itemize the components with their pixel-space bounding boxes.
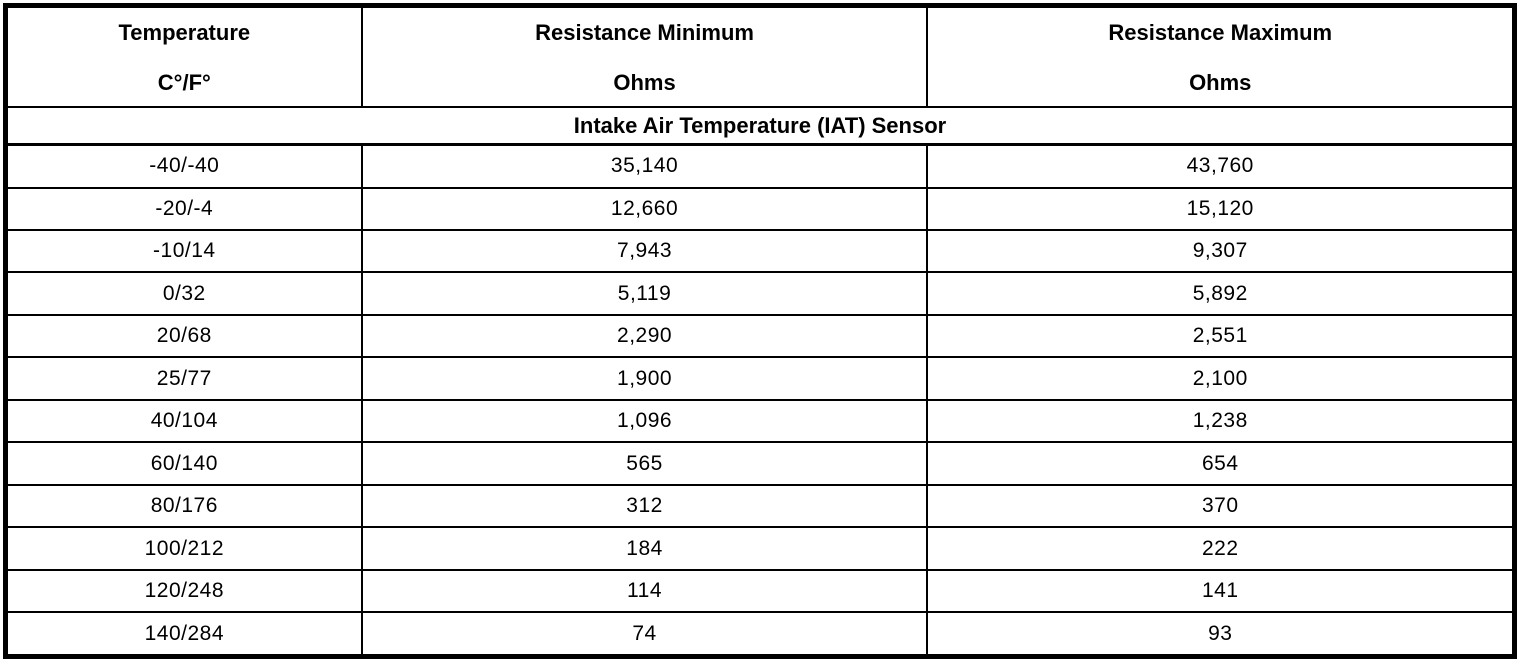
resistance-max-cell: 2,100 (926, 356, 1516, 401)
column-title-resistance-maximum: Resistance Maximum (1108, 20, 1333, 45)
iat-sensor-resistance-table: Temperature C°/F° Resistance Minimum Ohm… (3, 3, 1517, 659)
temperature-cell: -20/-4 (4, 186, 363, 231)
resistance-min-cell: 2,290 (360, 313, 929, 359)
temperature-cell: 120/248 (4, 568, 363, 614)
column-header-resistance-minimum: Resistance Minimum Ohms (360, 4, 929, 108)
resistance-max-cell: 15,120 (926, 186, 1516, 231)
resistance-max-cell: 2,551 (926, 313, 1516, 359)
table-row: 100/212 184 222 (4, 526, 1516, 571)
resistance-max-cell: 1,238 (926, 398, 1516, 444)
temperature-cell: -40/-40 (4, 143, 363, 189)
table-row: 40/104 1,096 1,238 (4, 398, 1516, 444)
resistance-min-cell: 565 (360, 441, 929, 486)
temperature-cell: 25/77 (4, 356, 363, 401)
resistance-max-cell: 654 (926, 441, 1516, 486)
resistance-max-cell: 5,892 (926, 271, 1516, 316)
resistance-min-cell: 1,900 (360, 356, 929, 401)
temperature-cell: 60/140 (4, 441, 363, 486)
table-row: 80/176 312 370 (4, 483, 1516, 529)
temperature-cell: 40/104 (4, 398, 363, 444)
resistance-max-cell: 9,307 (926, 228, 1516, 274)
table-header-row: Temperature C°/F° Resistance Minimum Ohm… (4, 4, 1516, 108)
resistance-min-cell: 5,119 (360, 271, 929, 316)
temperature-cell: 80/176 (4, 483, 363, 529)
table-row: 140/284 74 93 (4, 611, 1516, 658)
column-subtitle-resistance-minimum-units: Ohms (613, 70, 676, 95)
table-row: 0/32 5,119 5,892 (4, 271, 1516, 316)
temperature-cell: 140/284 (4, 611, 363, 658)
resistance-min-cell: 12,660 (360, 186, 929, 231)
column-title-temperature: Temperature (118, 20, 251, 45)
temperature-cell: 100/212 (4, 526, 363, 571)
table-row: 20/68 2,290 2,551 (4, 313, 1516, 359)
resistance-min-cell: 114 (360, 568, 929, 614)
resistance-min-cell: 74 (360, 611, 929, 658)
resistance-min-cell: 35,140 (360, 143, 929, 189)
resistance-max-cell: 141 (926, 568, 1516, 614)
temperature-cell: 20/68 (4, 313, 363, 359)
resistance-max-cell: 370 (926, 483, 1516, 529)
table-row: -10/14 7,943 9,307 (4, 228, 1516, 274)
column-header-resistance-maximum: Resistance Maximum Ohms (926, 4, 1516, 108)
table-row: 60/140 565 654 (4, 441, 1516, 486)
column-header-temperature: Temperature C°/F° (4, 4, 363, 108)
temperature-cell: 0/32 (4, 271, 363, 316)
table-section-row: Intake Air Temperature (IAT) Sensor (4, 106, 1516, 146)
table-row: 120/248 114 141 (4, 568, 1516, 614)
resistance-max-cell: 93 (926, 611, 1516, 658)
table-body: -40/-40 35,140 43,760 -20/-4 12,660 15,120 -10… (4, 143, 1516, 658)
column-title-resistance-minimum: Resistance Minimum (535, 20, 754, 45)
resistance-min-cell: 312 (360, 483, 929, 529)
resistance-min-cell: 184 (360, 526, 929, 571)
table-row: 25/77 1,900 2,100 (4, 356, 1516, 401)
temperature-cell: -10/14 (4, 228, 363, 274)
table-row: -20/-4 12,660 15,120 (4, 186, 1516, 231)
resistance-min-cell: 1,096 (360, 398, 929, 444)
resistance-min-cell: 7,943 (360, 228, 929, 274)
column-subtitle-resistance-maximum-units: Ohms (1189, 70, 1252, 95)
resistance-max-cell: 222 (926, 526, 1516, 571)
column-subtitle-temperature-units: C°/F° (157, 70, 211, 95)
resistance-max-cell: 43,760 (926, 143, 1516, 189)
table-row: -40/-40 35,140 43,760 (4, 143, 1516, 189)
section-title: Intake Air Temperature (IAT) Sensor (4, 106, 1516, 146)
